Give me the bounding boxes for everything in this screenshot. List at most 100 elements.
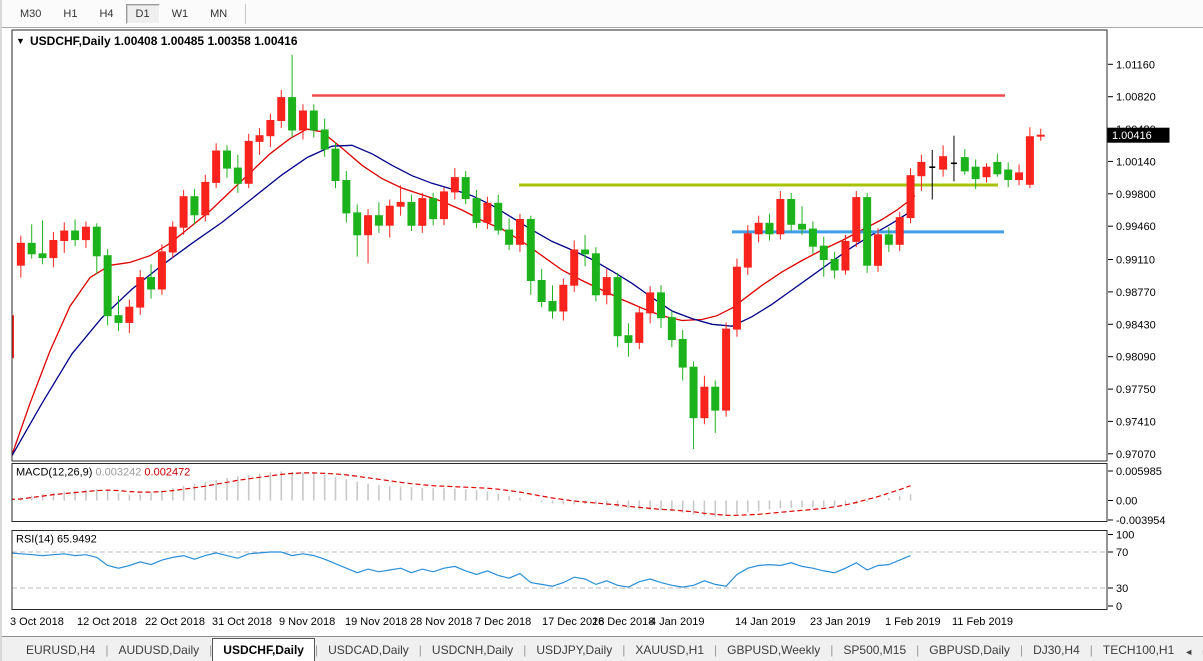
candle	[12, 315, 14, 359]
chart-tab-eurusd-h4[interactable]: EURUSD,H4	[26, 643, 96, 657]
date-axis-label: 3 Oct 2018	[10, 616, 64, 628]
chart-tab-usdcnh-daily[interactable]: USDCNH,Daily	[431, 643, 514, 657]
chart-canvas[interactable]: ▼ USDCHF,Daily 1.00408 1.00485 1.00358 1…	[2, 29, 1203, 636]
candle-body	[407, 201, 416, 226]
candle-body	[939, 156, 948, 170]
candle-body	[591, 253, 600, 296]
date-axis-label: 26 Dec 2018	[592, 616, 654, 628]
macd-axis-label: 0.00	[1116, 496, 1137, 508]
candle-body	[331, 148, 340, 181]
timeframe-toolbar: M30 H1 H4 D1 W1 MN	[2, 0, 1203, 28]
candle-body	[971, 166, 980, 180]
candle-body	[38, 253, 47, 259]
candle-body	[233, 167, 242, 184]
candle	[863, 192, 872, 273]
candle	[874, 228, 882, 272]
candle	[765, 213, 774, 241]
tab-scroll-right-icon[interactable]: ►	[1201, 647, 1203, 657]
date-axis-label: 23 Jan 2019	[810, 616, 871, 628]
tab-separator: |	[418, 643, 422, 657]
candle-body	[12, 315, 14, 359]
current-price-tag	[1107, 127, 1170, 143]
timeframe-button-h1[interactable]: H1	[63, 7, 78, 20]
candle-body	[136, 277, 145, 308]
timeframe-button-mn[interactable]: MN	[210, 7, 228, 20]
tab-separator: |	[105, 643, 109, 657]
tab-separator: |	[209, 643, 213, 657]
tab-separator: |	[314, 643, 319, 657]
candle	[396, 185, 405, 216]
candle	[971, 159, 980, 190]
candle-body	[255, 135, 264, 142]
chart-tab-usdcad-daily[interactable]: USDCAD,Daily	[328, 643, 409, 657]
price-axis-label: 0.97410	[1116, 416, 1156, 428]
candle	[125, 299, 134, 333]
tab-scroll-arrows: ◄►	[1184, 647, 1203, 661]
candle	[678, 330, 687, 381]
candle-body	[711, 386, 720, 411]
chart-tab-dj30-h4[interactable]: DJ30,H4	[1033, 643, 1080, 657]
chart-tab-usdchf-daily[interactable]: USDCHF,Daily	[212, 638, 315, 661]
candle	[364, 209, 373, 264]
timeframe-button-m30[interactable]: M30	[20, 7, 42, 20]
candle	[732, 258, 741, 337]
candle	[494, 194, 503, 235]
chart-tab-audusd-daily[interactable]: AUDUSD,Daily	[118, 643, 200, 657]
candle-body	[418, 198, 427, 226]
candle-body	[212, 150, 221, 183]
candle-body	[49, 240, 58, 259]
candle-body	[71, 230, 80, 241]
chart-tab-usdjpy-daily[interactable]: USDJPY,Daily	[536, 643, 613, 657]
candle	[168, 221, 177, 258]
candle	[515, 213, 524, 252]
candle	[407, 194, 416, 231]
date-axis-label: 1 Feb 2019	[885, 616, 941, 628]
price-axis-label: 0.98770	[1116, 287, 1156, 299]
candle-body	[440, 191, 448, 220]
candle	[559, 278, 568, 321]
rsi-axis-label: 70	[1116, 547, 1128, 559]
date-axis-label: 28 Nov 2018	[410, 616, 472, 628]
date-axis-label: 17 Dec 2018	[542, 616, 604, 628]
tab-scroll-left-icon[interactable]: ◄	[1184, 647, 1194, 657]
price-axis-label: 0.99800	[1116, 189, 1156, 201]
candle-body	[548, 300, 557, 312]
candle	[776, 191, 785, 240]
price-axis-label: 0.98430	[1116, 319, 1156, 331]
candle	[385, 199, 394, 238]
timeframe-button-h4[interactable]: H4	[99, 7, 114, 20]
candle	[548, 285, 557, 319]
candle-body	[320, 129, 329, 150]
candle-body	[277, 97, 286, 121]
candle	[277, 90, 286, 129]
tab-separator: |	[830, 643, 834, 657]
candle-body	[168, 226, 177, 253]
candle	[429, 192, 438, 226]
price-axis-label: 0.97070	[1116, 449, 1156, 461]
timeframe-button-w1[interactable]: W1	[171, 7, 189, 20]
chart-tab-xauusd-h1[interactable]: XAUUSD,H1	[635, 643, 705, 657]
candle	[233, 154, 242, 193]
candle-body	[201, 181, 210, 216]
candle-body	[537, 280, 546, 302]
candle	[38, 220, 47, 265]
candle	[787, 192, 796, 231]
price-axis-label: 1.00820	[1116, 92, 1156, 104]
timeframe-button-d1[interactable]: D1	[125, 3, 160, 24]
date-axis-label: 22 Oct 2018	[145, 616, 205, 628]
rsi-line	[12, 551, 911, 588]
chart-menu-arrow-icon[interactable]: ▼	[16, 36, 25, 46]
chart-tab-gbpusd-weekly[interactable]: GBPUSD,Weekly	[727, 643, 821, 657]
candle	[711, 380, 720, 433]
main-chart-layer[interactable]	[7, 54, 1045, 461]
chart-tab-sp500-m15[interactable]: SP500,M15	[843, 643, 907, 657]
chart-tab-gbpusd-daily[interactable]: GBPUSD,Daily	[929, 643, 1010, 657]
candle	[808, 221, 817, 254]
chart-tab-tech100-h1[interactable]: TECH100,H1	[1102, 643, 1175, 657]
candle	[136, 270, 145, 315]
candle-body	[906, 175, 915, 219]
rsi-label: RSI(14) 65.9492	[16, 534, 97, 546]
date-axis-label: 31 Oct 2018	[212, 616, 272, 628]
candle-body	[429, 198, 438, 220]
candle-body	[787, 199, 796, 225]
